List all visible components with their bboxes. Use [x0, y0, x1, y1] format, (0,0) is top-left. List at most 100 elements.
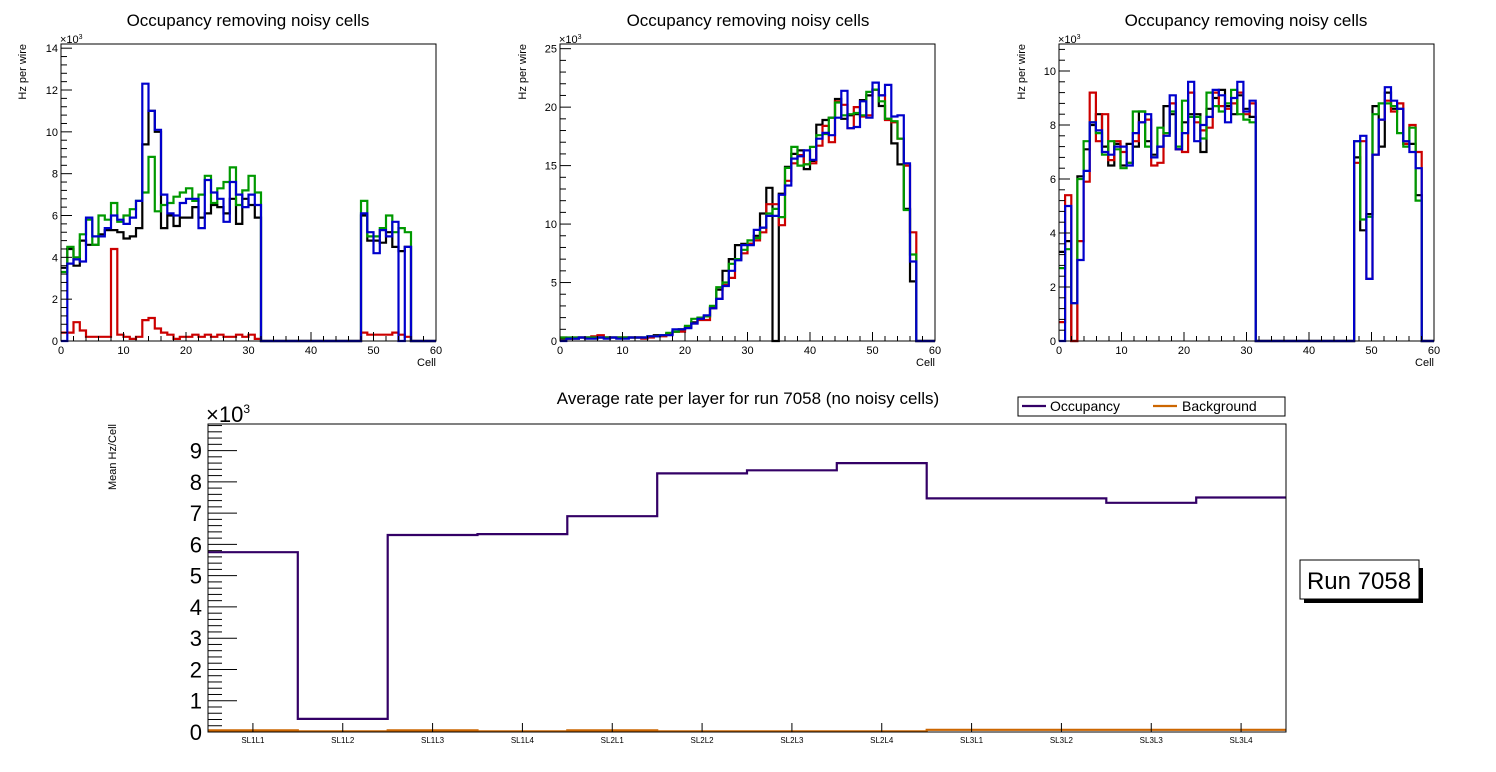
y-multiplier: ×103: [206, 402, 250, 427]
y-tick-label: 6: [190, 532, 202, 557]
y-tick-label: 8: [190, 470, 202, 495]
y-tick-label: 6: [1050, 174, 1056, 186]
x-tick-label: 50: [866, 345, 878, 357]
series-line-blue: [1059, 80, 1434, 343]
x-category-label: SL1L4: [511, 736, 535, 745]
x-category-label: SL2L2: [691, 736, 715, 745]
y-tick-label: 5: [551, 278, 557, 290]
y-axis-label: Mean Hz/Cell: [107, 424, 119, 490]
x-axis-label: Cell: [916, 357, 935, 369]
x-tick-label: 40: [804, 345, 816, 357]
y-multiplier-exponent: 3: [1077, 34, 1081, 41]
y-tick-label: 7: [190, 501, 202, 526]
y-tick-label: 2: [52, 294, 58, 306]
x-tick-label: 0: [58, 345, 64, 357]
x-tick-label: 50: [1365, 345, 1377, 357]
y-tick-label: 0: [551, 336, 557, 348]
y-multiplier-exponent: 3: [79, 34, 83, 41]
series-line-black: [560, 88, 935, 343]
y-axis-label: Hz per wire: [17, 44, 29, 100]
x-category-label: SL3L3: [1140, 736, 1164, 745]
y-axis-label: Hz per wire: [517, 44, 529, 100]
x-tick-label: 0: [1056, 345, 1062, 357]
x-tick-label: 60: [929, 345, 941, 357]
y-tick-label: 20: [545, 102, 557, 114]
x-axis-label: Cell: [1415, 357, 1434, 369]
x-tick-label: 40: [1303, 345, 1315, 357]
y-tick-label: 2: [190, 657, 202, 682]
chart-title: Occupancy removing noisy cells: [627, 11, 870, 30]
y-tick-label: 25: [545, 44, 557, 56]
x-category-label: SL2L3: [780, 736, 804, 745]
plot-frame: [1058, 43, 1435, 342]
annotation-text: Run 7058: [1307, 568, 1411, 595]
series-line-red: [560, 88, 935, 343]
y-tick-label: 0: [190, 720, 202, 745]
x-tick-label: 20: [180, 345, 192, 357]
series-line-background: [208, 728, 1286, 733]
x-category-label: SL1L2: [331, 736, 355, 745]
x-category-label: SL1L1: [241, 736, 265, 745]
y-tick-label: 4: [52, 252, 58, 264]
y-tick-label: 4: [190, 595, 202, 620]
y-tick-label: 0: [1050, 336, 1056, 348]
y-tick-label: 8: [52, 169, 58, 181]
y-multiplier-exponent: 3: [243, 402, 250, 416]
y-multiplier: ×103: [559, 34, 582, 46]
y-multiplier: ×103: [60, 34, 83, 46]
x-tick-label: 20: [679, 345, 691, 357]
y-tick-label: 14: [46, 43, 58, 55]
series-line-blue: [560, 81, 935, 343]
x-tick-label: 10: [1115, 345, 1127, 357]
x-tick-label: 60: [430, 345, 442, 357]
x-tick-label: 40: [305, 345, 317, 357]
y-tick-label: 12: [46, 85, 58, 97]
y-tick-label: 10: [1044, 66, 1056, 78]
x-category-label: SL3L1: [960, 736, 984, 745]
y-tick-label: 2: [1050, 282, 1056, 294]
x-tick-label: 60: [1428, 345, 1440, 357]
x-tick-label: 30: [741, 345, 753, 357]
x-tick-label: 30: [242, 345, 254, 357]
x-tick-label: 0: [557, 345, 563, 357]
y-tick-label: 9: [190, 439, 202, 464]
y-tick-label: 1: [190, 689, 202, 714]
y-tick-label: 0: [52, 336, 58, 348]
y-tick-label: 10: [46, 127, 58, 139]
legend: Occupancy Background: [1017, 396, 1286, 417]
x-category-label: SL3L2: [1050, 736, 1074, 745]
y-tick-label: 3: [190, 626, 202, 651]
x-tick-label: 30: [1240, 345, 1252, 357]
y-tick-label: 15: [545, 161, 557, 173]
x-category-label: SL3L4: [1230, 736, 1254, 745]
x-tick-label: 10: [616, 345, 628, 357]
series-line-green: [61, 155, 436, 343]
layer-rate-chart: Average rate per layer for run 7058 (no …: [107, 389, 1423, 745]
y-axis-label: Hz per wire: [1016, 44, 1028, 100]
plot-frame: [207, 423, 1287, 733]
series-line-red: [61, 247, 436, 343]
series-line-green: [560, 88, 935, 343]
run-annotation: Run 7058: [1299, 559, 1423, 603]
y-tick-label: 6: [52, 211, 58, 223]
y-tick-label: 8: [1050, 120, 1056, 132]
legend-label-occupancy: Occupancy: [1050, 398, 1120, 414]
y-tick-label: 4: [1050, 228, 1056, 240]
annotation-box: [1299, 559, 1420, 600]
y-tick-label: 5: [190, 564, 202, 589]
y-multiplier-exponent: 3: [578, 34, 582, 41]
series-line-occupancy: [208, 462, 1286, 720]
legend-box: [1017, 396, 1286, 417]
chart-title: Occupancy removing noisy cells: [1125, 11, 1368, 30]
y-tick-label: 10: [545, 219, 557, 231]
y-multiplier: ×103: [1058, 34, 1081, 46]
x-category-label: SL2L4: [870, 736, 894, 745]
x-tick-label: 50: [367, 345, 379, 357]
x-tick-label: 20: [1178, 345, 1190, 357]
x-category-label: SL1L3: [421, 736, 445, 745]
series-line-blue: [61, 82, 436, 343]
